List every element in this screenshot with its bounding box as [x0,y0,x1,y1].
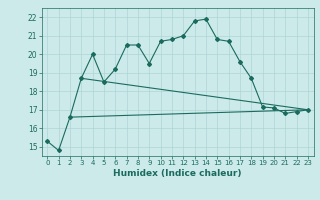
X-axis label: Humidex (Indice chaleur): Humidex (Indice chaleur) [113,169,242,178]
